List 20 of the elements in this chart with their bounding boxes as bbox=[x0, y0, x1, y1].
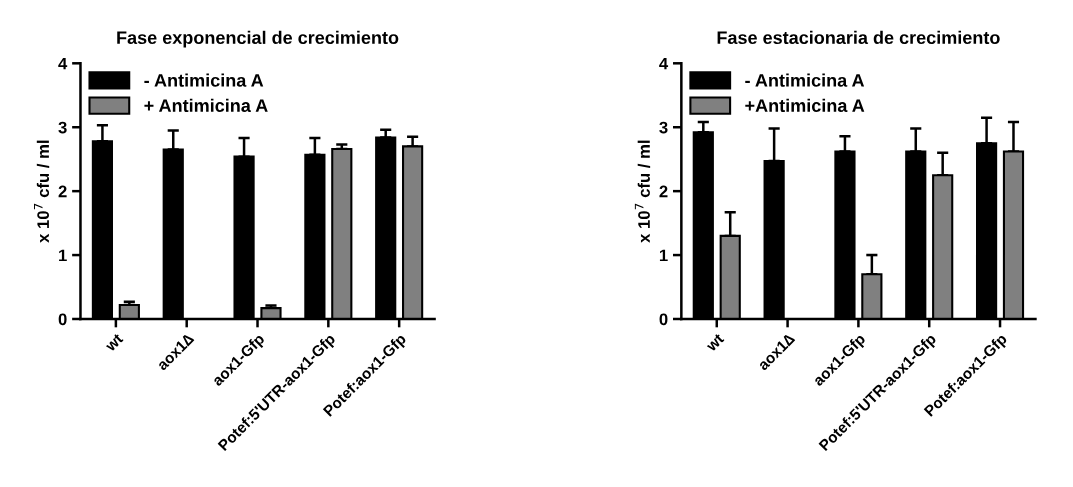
y-tick-label: 1 bbox=[659, 249, 668, 262]
y-tick-label: 4 bbox=[659, 57, 669, 70]
legend-label: +Antimicina A bbox=[745, 98, 865, 113]
x-tick-label: wt bbox=[705, 333, 725, 353]
y-tick-label: 4 bbox=[58, 57, 68, 70]
x-tick-label: wt bbox=[104, 333, 124, 353]
y-tick-label: 3 bbox=[58, 121, 67, 134]
legend-label: - Antimicina A bbox=[144, 73, 264, 87]
y-tick-label: 0 bbox=[659, 313, 668, 326]
y-tick-label: 3 bbox=[659, 121, 668, 134]
y-axis-title: x 10$^{7}$ cfu / ml bbox=[634, 140, 651, 243]
y-tick-label: 0 bbox=[58, 313, 67, 326]
y-tick-label: 2 bbox=[659, 185, 668, 198]
y-tick-label: 1 bbox=[59, 249, 67, 262]
y-tick-label: 2 bbox=[58, 185, 67, 198]
y-axis-title: x 10$^{7}$ cfu / ml bbox=[34, 140, 50, 243]
legend-label: + Antimicina A bbox=[144, 98, 268, 113]
legend-label: - Antimicina A bbox=[745, 73, 865, 87]
chart-title: Fase estacionaria de crecimiento bbox=[717, 30, 1000, 45]
chart-title: Fase exponencial de crecimiento bbox=[117, 30, 399, 48]
